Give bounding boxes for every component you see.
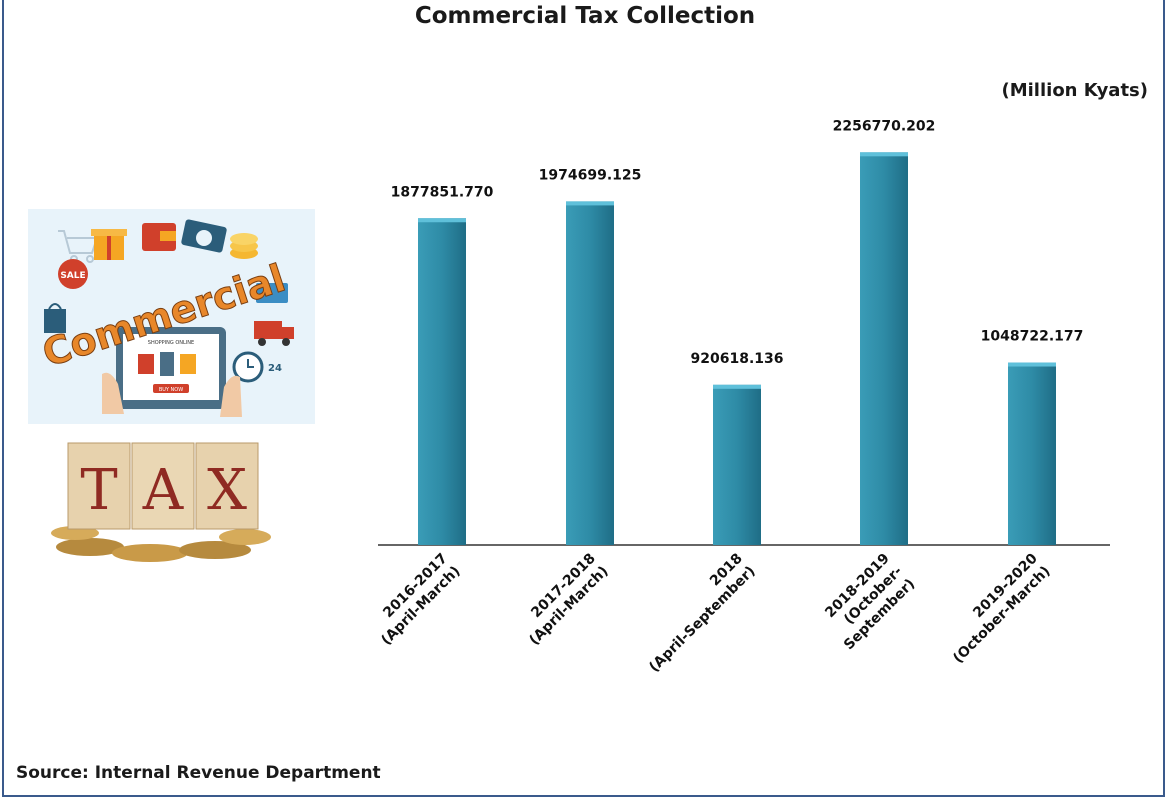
svg-text:SHOPPING ONLINE: SHOPPING ONLINE	[148, 340, 194, 346]
data-label-1: 1974699.125	[539, 167, 642, 183]
bar-cap-0	[418, 218, 466, 223]
bar-cap-4	[1008, 362, 1056, 367]
commercial-illustration: SALE 24 SHOPPING ONLINE BUY NOW Commerci…	[28, 209, 315, 424]
chart-title: Commercial Tax Collection	[414, 3, 756, 29]
sale-tag-icon: SALE	[58, 259, 88, 289]
bar-4	[1008, 362, 1056, 545]
bar-cap-1	[566, 201, 614, 206]
cart-icon	[58, 230, 99, 263]
tick-label-1: 2017-2018(April-March)	[526, 551, 611, 649]
left-hand-icon	[102, 372, 124, 414]
tick-label-3: 2018-2019(October-September)	[822, 551, 918, 654]
clock-icon: 24	[232, 351, 282, 383]
bar-cap-3	[860, 152, 908, 157]
tick-label-4: 2019-2020(October-March)	[950, 550, 1053, 666]
tick-label-line: (April-September)	[646, 563, 758, 675]
wallet-icon	[142, 223, 176, 251]
unit-label: (Million Kyats)	[1001, 80, 1149, 101]
tax-illustration: T A X	[51, 442, 271, 562]
svg-text:T: T	[80, 458, 117, 523]
coins-icon	[230, 233, 258, 259]
data-label-2: 920618.136	[691, 351, 784, 367]
bar-1	[566, 201, 614, 546]
tax-blocks: T A X	[67, 442, 259, 530]
data-label-4: 1048722.177	[981, 329, 1084, 345]
data-label-0: 1877851.770	[391, 184, 494, 200]
tick-label-0: 2016-2017(April-March)	[378, 551, 463, 649]
bar-3	[860, 152, 908, 545]
gift-icon	[91, 229, 127, 260]
bar-0	[418, 218, 466, 546]
svg-text:A: A	[142, 458, 184, 523]
svg-text:SALE: SALE	[60, 271, 85, 281]
svg-text:24: 24	[268, 363, 282, 374]
card-icon	[256, 283, 288, 303]
shopping-bag-icon	[44, 303, 66, 333]
svg-text:BUY NOW: BUY NOW	[159, 387, 183, 393]
truck-icon	[254, 321, 294, 346]
money-icon	[181, 219, 227, 253]
svg-text:X: X	[207, 458, 247, 523]
source-note: Source: Internal Revenue Department	[16, 763, 381, 783]
data-label-3: 2256770.202	[833, 118, 936, 134]
bar-cap-2	[713, 384, 761, 389]
tablet-icon: SHOPPING ONLINE BUY NOW	[116, 327, 226, 409]
right-hand-icon	[220, 375, 242, 417]
tick-label-2: 2018(April-September)	[646, 551, 758, 676]
bar-2	[713, 384, 761, 545]
